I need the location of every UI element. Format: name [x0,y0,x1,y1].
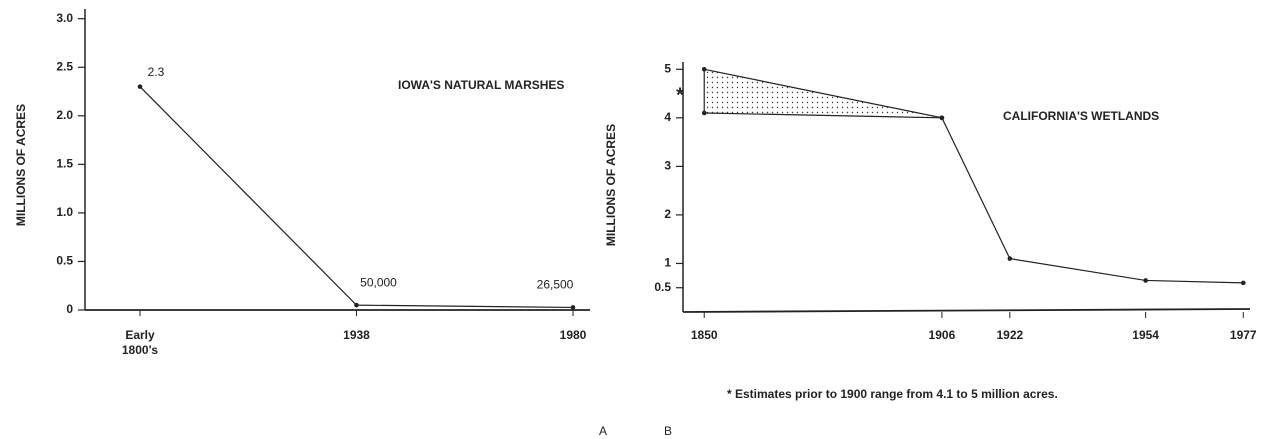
data-point [1143,278,1148,283]
data-line [704,112,942,119]
data-point [1007,256,1013,261]
data-point [701,110,707,116]
y-tick-label: 5 [664,61,671,75]
y-axis-label: MILLIONS OF ACRES [604,124,618,246]
data-point [1240,280,1246,286]
data-point [137,84,143,89]
x-tick-label: 1906 [929,328,956,342]
y-tick-label: 1 [664,256,671,270]
y-tick-label: 0 [66,302,73,316]
x-tick-label: 1938 [343,328,370,342]
x-tick-label: 1954 [1132,328,1159,342]
y-tick-label: 0.5 [56,254,73,268]
x-tick-label: 1977 [1230,328,1257,342]
data-label: 50,000 [360,275,397,289]
x-tick-label: 1922 [996,328,1023,342]
y-tick-label: 3.0 [56,11,73,25]
panel-label: B [664,424,672,438]
x-axis [682,308,1251,313]
y-tick-label: 2.0 [56,108,73,122]
data-point [570,305,576,310]
x-tick-label: Early 1800's [121,328,159,357]
data-point [939,115,945,121]
data-point [354,302,359,308]
y-tick-label: 0.5 [654,280,671,294]
x-tick-label: 1980 [559,328,587,342]
y-axis-label: MILLIONS OF ACRES [14,104,28,226]
y-tick-label: 4 [664,110,671,124]
data-point [701,66,707,72]
y-tick-label: 3 [664,159,671,173]
y-tick-label: 1.5 [56,157,73,171]
chart-title: IOWA'S NATURAL MARSHES [398,78,564,92]
chart-title: CALIFORNIA'S WETLANDS [1003,109,1159,123]
x-tick-label: 1850 [691,328,718,342]
footnote: * Estimates prior to 1900 range from 4.1… [727,387,1058,401]
data-label: 2.3 [148,65,165,79]
y-tick-label: 1.0 [56,205,73,219]
y-tick-label: 2.5 [56,59,73,73]
asterisk: * [676,84,684,106]
data-line [139,86,574,309]
panel-label: A [599,424,607,438]
y-tick-label: 2 [664,207,671,221]
data-label: 26,500 [537,278,574,292]
